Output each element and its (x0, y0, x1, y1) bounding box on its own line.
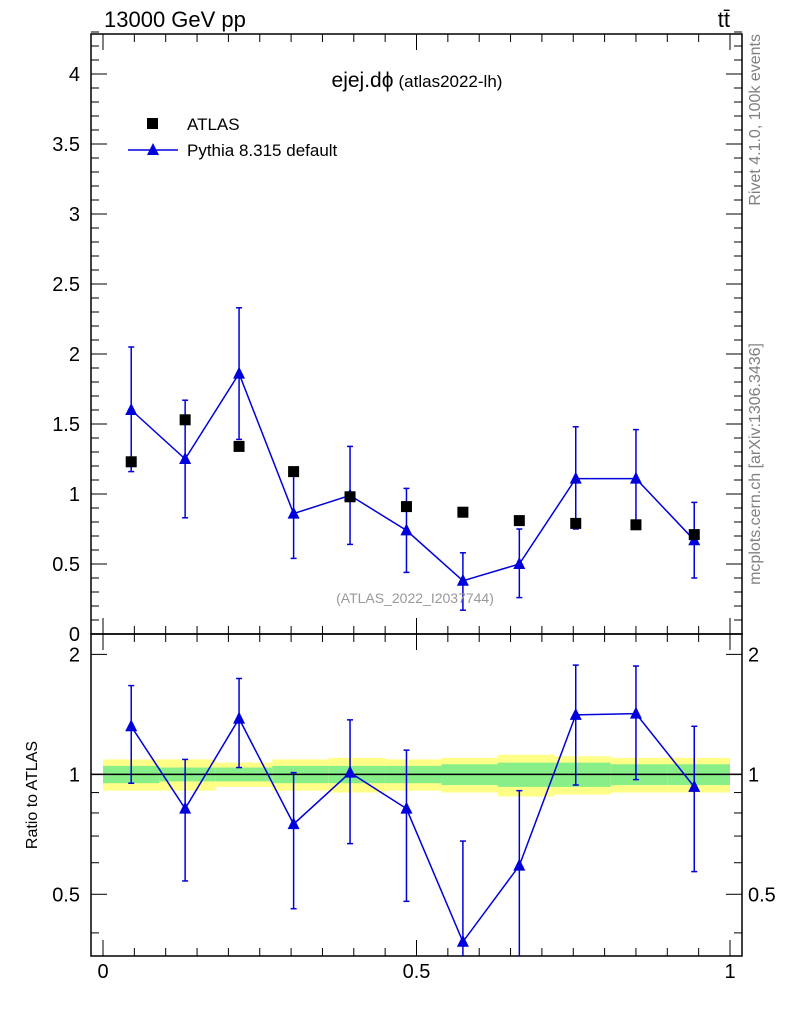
plot-frames (90, 33, 743, 957)
ratio-mc-point (456, 934, 469, 947)
mc-point (125, 403, 138, 415)
plot-title-main: ejej.dϕ (332, 69, 394, 92)
main-ytick-label: 2.5 (52, 274, 80, 296)
mc-point (287, 506, 300, 519)
ratio-bands (91, 754, 742, 797)
mc-point (400, 523, 413, 536)
legend-atlas-marker (147, 118, 158, 129)
rivet-label: Rivet 4.1.0, 100k events (747, 34, 764, 206)
ratio-mc-point (179, 801, 192, 814)
ratio-ytick-label-right: 0.5 (748, 884, 776, 906)
mc-point (233, 366, 246, 379)
ratio-ytick-label-right: 2 (748, 644, 759, 666)
main-ytick-label: 2 (69, 344, 80, 366)
mc-point (629, 471, 642, 484)
legend-pythia-marker (147, 143, 159, 155)
ratio-mc-point (569, 707, 582, 720)
ratio-plot-frame (90, 633, 743, 957)
atlas-data-point (125, 456, 137, 468)
legend-pythia-label: Pythia 8.315 default (187, 141, 338, 160)
atlas-data-point (688, 529, 700, 541)
ratio-ylabel: Ratio to ATLAS (24, 741, 41, 849)
chart-labels: 0 0.5 1 1.5 2 2.5 3 3.5 4 0 0.5 1 0.5 0.5 1 1 2 2 (52, 64, 776, 983)
ratio-xtick-label: 1 (724, 961, 735, 983)
data-marks (125, 307, 701, 956)
atlas-data-point (233, 440, 245, 452)
mc-point (179, 452, 192, 464)
atlas-data-point (513, 515, 525, 527)
energy-label: 13000 GeV pp (104, 7, 246, 32)
ratio-ytick-label-left: 2 (69, 644, 80, 666)
atlas-data-point (630, 519, 642, 531)
main-ytick-label: 1 (69, 484, 80, 506)
legend: ATLAS Pythia 8.315 default (128, 115, 338, 160)
ratio-mc-line (130, 712, 695, 944)
plot-subtitle: (atlas2022-lh) (399, 72, 503, 91)
main-ytick-label: 3 (69, 204, 80, 226)
mc-point (513, 557, 526, 569)
mc-line (130, 371, 695, 582)
ratio-ytick-label-right: 1 (748, 764, 759, 786)
ratio-mc-point (688, 779, 701, 792)
main-ytick-label: 1.5 (52, 414, 80, 436)
ratio-ytick-label-left: 1 (69, 764, 80, 786)
ratio-ytick-label-left: 0.5 (52, 884, 80, 906)
atlas-data-point (400, 501, 412, 513)
ratio-mc-point (125, 719, 138, 732)
legend-atlas-label: ATLAS (187, 115, 240, 134)
analysis-id: (ATLAS_2022_I2037744) (336, 590, 494, 606)
ratio-xtick-label: 0 (97, 961, 108, 983)
ratio-mc-point (629, 706, 642, 719)
ratio-xtick-label: 0.5 (403, 961, 431, 983)
mcplots-label: mcplots.cern.ch [arXiv:1306.3436] (747, 343, 764, 585)
axis-ticks (91, 31, 742, 956)
ratio-mc-point (233, 711, 246, 724)
ratio-mc-point (287, 817, 300, 830)
main-ytick-label: 0 (69, 624, 80, 646)
ratio-mc-point (344, 765, 357, 778)
atlas-data-point (288, 466, 300, 478)
plot-title: ejej.dϕ (atlas2022-lh) (332, 69, 503, 92)
atlas-data-point (344, 491, 356, 503)
ratio-mc-point (513, 858, 526, 871)
atlas-data-point (179, 414, 191, 426)
atlas-data-point (457, 506, 469, 518)
main-ytick-label: 0.5 (52, 554, 80, 576)
atlas-data-point (570, 517, 582, 529)
process-label: tt̄ (718, 7, 730, 32)
main-ytick-label: 4 (69, 64, 80, 86)
ratio-mc-point (400, 801, 413, 814)
mc-point (569, 471, 582, 484)
main-ytick-label: 3.5 (52, 134, 80, 156)
mc-point (456, 573, 469, 586)
